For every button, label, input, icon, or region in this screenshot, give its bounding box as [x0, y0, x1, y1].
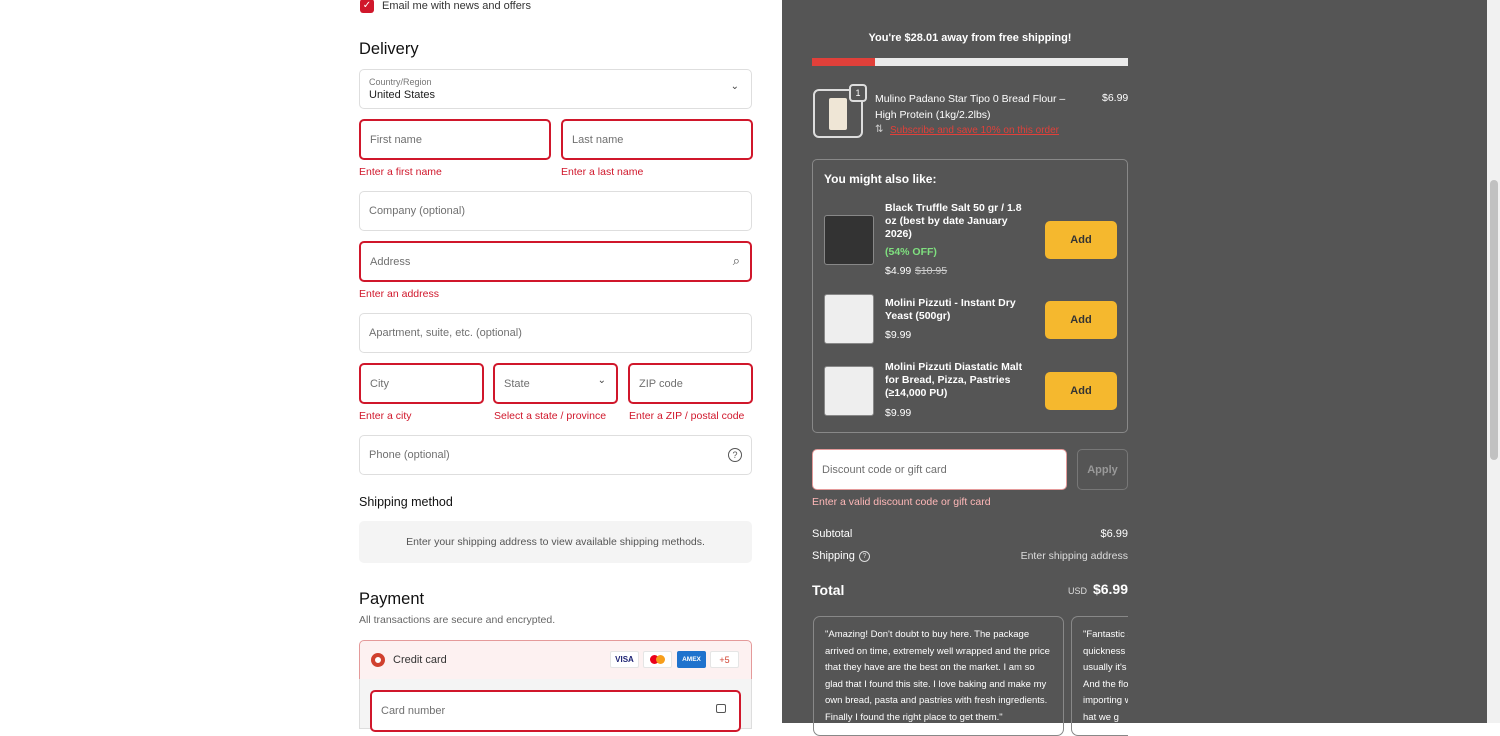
phone-input[interactable]: Phone (optional) ? [359, 435, 752, 475]
apply-discount-button[interactable]: Apply [1077, 449, 1128, 490]
cart-item-name: Mulino Padano Star Tipo 0 Bread Flour – … [875, 93, 1066, 121]
card-number-input[interactable]: Card number [370, 690, 741, 732]
last-name-input[interactable]: Last name [561, 119, 753, 160]
first-name-error: Enter a first name [359, 166, 442, 178]
upsell-price: $9.99 [885, 407, 912, 419]
cart-item-price: $6.99 [1102, 92, 1129, 104]
discount-code-input[interactable]: Discount code or gift card [812, 449, 1067, 490]
review-card: "Fantastic s quickness usually it's And … [1071, 616, 1128, 736]
last-name-error: Enter a last name [561, 166, 644, 178]
chevron-down-icon: ⌄ [597, 375, 606, 386]
company-placeholder: Company (optional) [369, 205, 465, 217]
help-icon[interactable]: ? [728, 448, 742, 462]
total-label: Total [812, 582, 845, 598]
upsell-add-button[interactable]: Add [1045, 301, 1117, 339]
city-input[interactable]: City [359, 363, 484, 404]
upsell-name: Molini Pizzuti - Instant Dry Yeast (500g… [885, 297, 1016, 322]
last-name-placeholder: Last name [572, 133, 624, 146]
country-label: Country/Region [369, 77, 432, 87]
upsell-heading: You might also like: [824, 172, 937, 186]
order-summary-panel [782, 0, 1487, 723]
country-value: United States [369, 89, 436, 101]
scrollbar-thumb[interactable] [1490, 180, 1498, 460]
upsell-image-truffle-salt [824, 215, 874, 265]
upsell-image-yeast [824, 294, 874, 344]
more-cards-badge: +5 [710, 651, 739, 668]
address-input[interactable]: Address ⌕ [359, 241, 752, 282]
delivery-heading: Delivery [359, 40, 419, 58]
upsell-box [812, 159, 1128, 433]
subtotal-label: Subtotal [812, 528, 853, 540]
credit-card-label: Credit card [393, 654, 447, 666]
discount-placeholder: Discount code or gift card [822, 463, 947, 476]
subscribe-link[interactable]: Subscribe and save 10% on this order [890, 125, 1059, 136]
upsell-price: $9.99 [885, 329, 912, 341]
email-opt-in-checkbox[interactable]: ✓ [360, 0, 374, 13]
review-card: "Amazing! Don't doubt to buy here. The p… [813, 616, 1064, 736]
address-placeholder: Address [370, 255, 411, 268]
zip-input[interactable]: ZIP code [628, 363, 753, 404]
free-shipping-progress-fill [812, 58, 876, 66]
mastercard-icon [643, 651, 672, 668]
company-input[interactable]: Company (optional) [359, 191, 752, 231]
payment-subtitle: All transactions are secure and encrypte… [359, 614, 556, 626]
state-placeholder: State [504, 377, 530, 390]
total-currency: USD [1068, 586, 1088, 596]
country-select[interactable]: Country/Region United States ⌄ [359, 69, 752, 109]
card-number-placeholder: Card number [381, 705, 446, 717]
upsell-discount: (54% OFF) [885, 246, 937, 258]
city-placeholder: City [370, 377, 389, 390]
state-select[interactable]: State ⌄ [493, 363, 618, 404]
shipping-help-icon[interactable]: ? [859, 551, 870, 562]
shipping-value: Enter shipping address [1020, 550, 1128, 562]
upsell-price: $4.99 [885, 265, 912, 277]
discount-error: Enter a valid discount code or gift card [812, 496, 991, 508]
shipping-method-notice: Enter your shipping address to view avai… [359, 521, 752, 563]
upsell-name: Molini Pizzuti Diastatic Malt for Bread,… [885, 361, 1023, 399]
lock-icon [716, 704, 726, 713]
apartment-placeholder: Apartment, suite, etc. (optional) [369, 327, 522, 339]
amex-icon: AMEX [677, 651, 706, 668]
visa-icon: VISA [610, 651, 639, 668]
subtotal-value: $6.99 [1100, 528, 1128, 540]
upsell-name: Black Truffle Salt 50 gr / 1.8 oz (best … [885, 202, 1022, 240]
chevron-down-icon: ⌄ [730, 81, 739, 92]
search-icon: ⌕ [732, 253, 740, 268]
upsell-add-button[interactable]: Add [1045, 221, 1117, 259]
total-value: $6.99 [1092, 581, 1128, 597]
credit-card-radio[interactable] [371, 653, 385, 667]
apartment-input[interactable]: Apartment, suite, etc. (optional) [359, 313, 752, 353]
upsell-add-button[interactable]: Add [1045, 372, 1117, 410]
shipping-method-heading: Shipping method [359, 495, 453, 509]
address-error: Enter an address [359, 288, 439, 300]
email-opt-in-label: Email me with news and offers [382, 0, 531, 12]
subscribe-icon: ⇅ [875, 124, 884, 135]
upsell-compare-price: $10.95 [915, 265, 948, 277]
free-shipping-message: You're $28.01 away from free shipping! [868, 32, 1072, 44]
payment-heading: Payment [359, 590, 425, 608]
shipping-label: Shipping [812, 550, 855, 562]
upsell-image-malt [824, 366, 874, 416]
state-error: Select a state / province [494, 410, 607, 422]
shipping-method-message: Enter your shipping address to view avai… [406, 536, 705, 548]
first-name-input[interactable]: First name [359, 119, 551, 160]
cart-item-image [813, 89, 863, 138]
cart-item-quantity-badge: 1 [849, 84, 867, 102]
zip-placeholder: ZIP code [639, 377, 683, 390]
free-shipping-progress [812, 58, 1128, 66]
first-name-placeholder: First name [370, 133, 422, 146]
phone-placeholder: Phone (optional) [369, 449, 450, 461]
city-error: Enter a city [359, 410, 412, 422]
zip-error: Enter a ZIP / postal code [629, 410, 745, 422]
